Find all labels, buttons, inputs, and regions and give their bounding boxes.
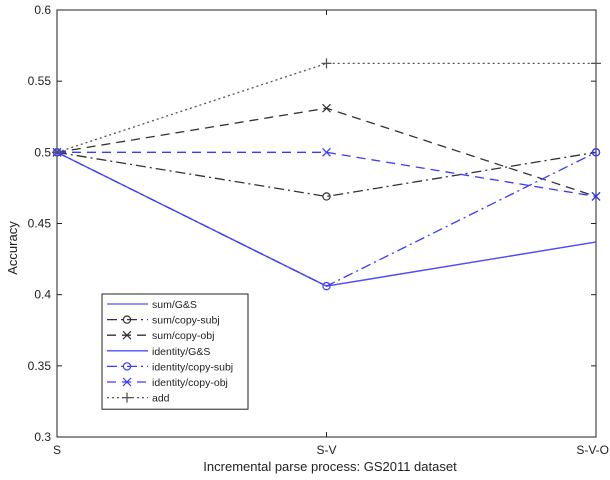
data-point	[322, 147, 331, 157]
x-tick-label: S	[53, 443, 61, 457]
legend-label: sum/copy-subj	[152, 315, 220, 327]
y-axis-label: Accuracy	[5, 221, 20, 275]
legend-label: sum/copy-obj	[152, 330, 214, 342]
series-layer	[52, 58, 601, 291]
y-tick-label: 0.45	[28, 217, 52, 231]
data-point	[591, 148, 601, 157]
data-point	[591, 58, 601, 69]
x-tick-label: S-V-O	[576, 443, 609, 457]
data-point	[322, 103, 331, 113]
legend-label: identity/copy-subj	[152, 361, 233, 373]
legend-label: identity/G&S	[152, 346, 210, 358]
x-axis-label: Incremental parse process: GS2011 datase…	[203, 459, 457, 474]
legend-label: identity/copy-obj	[152, 377, 228, 389]
legend-marker	[122, 377, 132, 387]
data-point	[591, 192, 601, 201]
legend-label: sum/G&S	[152, 299, 197, 311]
y-tick-label: 0.4	[34, 288, 51, 302]
y-tick-label: 0.35	[28, 359, 52, 373]
legend-marker	[122, 362, 132, 371]
legend: sum/G&S sum/copy-subj sum/copy-obj identity…	[101, 293, 249, 410]
legend-marker	[122, 315, 132, 324]
x-tick-label: S-V	[316, 443, 336, 457]
y-tick-label: 0.55	[28, 74, 52, 88]
series-line	[56, 151, 597, 287]
data-point	[52, 147, 62, 158]
legend-marker	[122, 392, 132, 403]
y-tick-label: 0.6	[34, 3, 51, 17]
data-point	[322, 192, 331, 201]
axes: 0.3 0.35 0.4 0.45 0.5 0.55 0.6 S S-V S-V-O	[28, 3, 609, 457]
data-point	[322, 281, 331, 291]
legend-box	[101, 293, 249, 410]
legend-label: add	[152, 393, 170, 405]
series-line	[56, 151, 597, 287]
series-line	[56, 151, 597, 287]
series-line	[57, 151, 597, 198]
legend-marker	[122, 330, 132, 340]
series-line	[56, 151, 597, 198]
y-tick-label: 0.5	[34, 145, 51, 159]
data-point	[321, 58, 332, 69]
y-tick-label: 0.3	[34, 430, 51, 444]
